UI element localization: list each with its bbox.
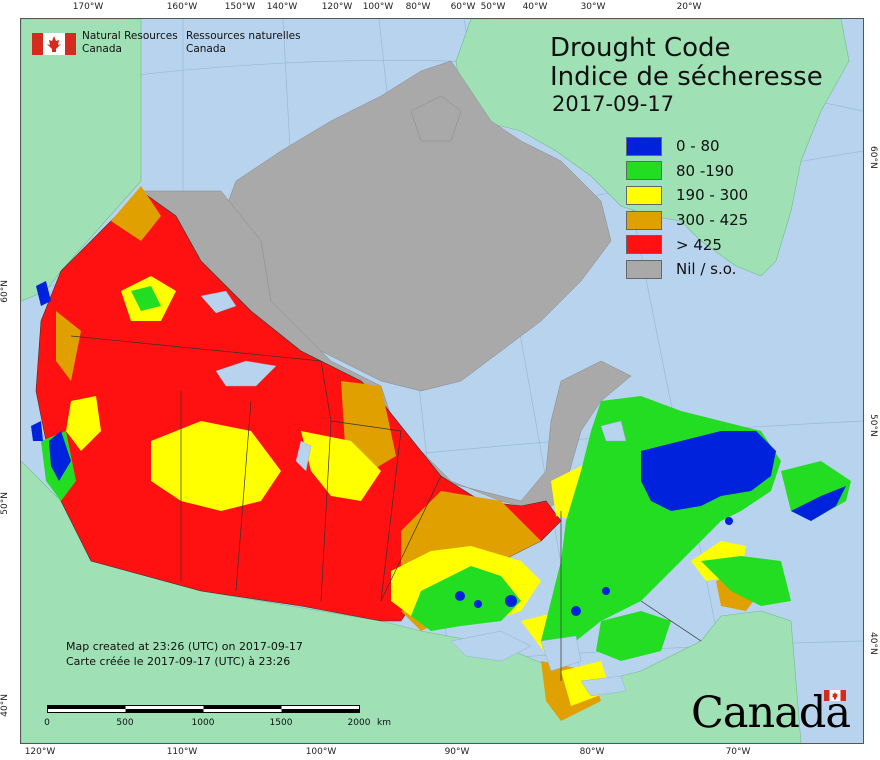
legend-label: Nil / s.o. xyxy=(676,260,737,279)
graticule-bottom-label: 120°W xyxy=(24,747,56,757)
map-title: Drought Code Indice de sécheresse xyxy=(550,34,823,92)
graticule-bottom-label: 110°W xyxy=(166,747,198,757)
graticule-top-label: 40°W xyxy=(522,2,548,12)
legend: 0 - 80 80 -190 190 - 300 300 - 425 > 425… xyxy=(626,134,748,282)
wordmark-flag-icon xyxy=(824,690,846,701)
creation-note-fr: Carte créée le 2017-09-17 (UTC) à 23:26 xyxy=(66,655,291,668)
legend-item: 0 - 80 xyxy=(626,134,748,159)
agency-name-fr: Ressources naturelles Canada xyxy=(186,30,301,56)
legend-item: Nil / s.o. xyxy=(626,257,748,282)
legend-item: > 425 xyxy=(626,232,748,257)
drought-band-0-80 xyxy=(31,281,846,616)
scale-unit: km xyxy=(377,718,391,728)
legend-label: 80 -190 xyxy=(676,161,734,180)
agency-name-en: Natural Resources Canada xyxy=(82,30,178,56)
graticule-top-label: 100°W xyxy=(362,2,394,12)
legend-label: 300 - 425 xyxy=(676,211,749,230)
map-date: 2017-09-17 xyxy=(552,92,675,116)
legend-swatch xyxy=(626,235,662,255)
graticule-right-label: 40°N xyxy=(868,632,878,655)
scale-label: 500 xyxy=(116,718,134,728)
legend-item: 80 -190 xyxy=(626,159,748,184)
title-en: Drought Code xyxy=(550,33,731,63)
graticule-left-label: 40°N xyxy=(0,694,10,717)
provincial-borders xyxy=(70,335,702,681)
graticule-top-label: 170°W xyxy=(72,2,104,12)
legend-swatch xyxy=(626,185,662,205)
graticule-top-label: 140°W xyxy=(266,2,298,12)
legend-swatch xyxy=(626,259,662,279)
legend-label: 0 - 80 xyxy=(676,137,720,156)
legend-item: 190 - 300 xyxy=(626,183,748,208)
scale-bar-graphic xyxy=(47,705,360,713)
legend-item: 300 - 425 xyxy=(626,208,748,233)
graticule-right-label: 60°N xyxy=(868,146,878,169)
agency-fr-line1: Ressources naturelles xyxy=(186,30,301,42)
arctic-no-data-region xyxy=(140,60,632,512)
graticule-top-label: 80°W xyxy=(405,2,431,12)
agency-en-line1: Natural Resources xyxy=(82,30,178,42)
graticule-top-label: 20°W xyxy=(676,2,702,12)
graticule-bottom-label: 80°W xyxy=(579,747,605,757)
legend-label: 190 - 300 xyxy=(676,186,749,205)
legend-swatch xyxy=(626,136,662,156)
graticule-top-label: 150°W xyxy=(224,2,256,12)
graticule-top-label: 50°W xyxy=(480,2,506,12)
graticule-bottom-label: 100°W xyxy=(305,747,337,757)
scale-label: 1500 xyxy=(269,718,293,728)
scale-label: 1000 xyxy=(191,718,215,728)
graticule-top-label: 120°W xyxy=(321,2,353,12)
scale-label: 2000 xyxy=(347,718,371,728)
drought-map-svg xyxy=(21,19,863,743)
creation-note: Map created at 23:26 (UTC) on 2017-09-17… xyxy=(66,639,303,669)
scale-bar: 0 500 1000 1500 2000 km xyxy=(44,703,391,728)
graticule-top-label: 160°W xyxy=(166,2,198,12)
title-fr: Indice de sécheresse xyxy=(550,62,823,92)
graticule-bottom-label: 90°W xyxy=(444,747,470,757)
graticule-top-label: 60°W xyxy=(450,2,476,12)
agency-fr-line2: Canada xyxy=(186,43,226,55)
graticule-right-label: 50°N xyxy=(868,414,878,437)
graticule-left-label: 50°N xyxy=(0,492,10,515)
graticule-top-label: 30°W xyxy=(580,2,606,12)
scale-label: 0 xyxy=(44,718,50,728)
legend-swatch xyxy=(626,161,662,181)
graticule-bottom-label: 70°W xyxy=(725,747,751,757)
legend-label: > 425 xyxy=(676,235,722,254)
legend-swatch xyxy=(626,210,662,230)
agency-en-line2: Canada xyxy=(82,43,122,55)
graticule-left-label: 60°N xyxy=(0,280,10,303)
canada-flag-icon xyxy=(32,33,76,55)
creation-note-en: Map created at 23:26 (UTC) on 2017-09-17 xyxy=(66,640,303,653)
map-canvas xyxy=(20,18,864,744)
